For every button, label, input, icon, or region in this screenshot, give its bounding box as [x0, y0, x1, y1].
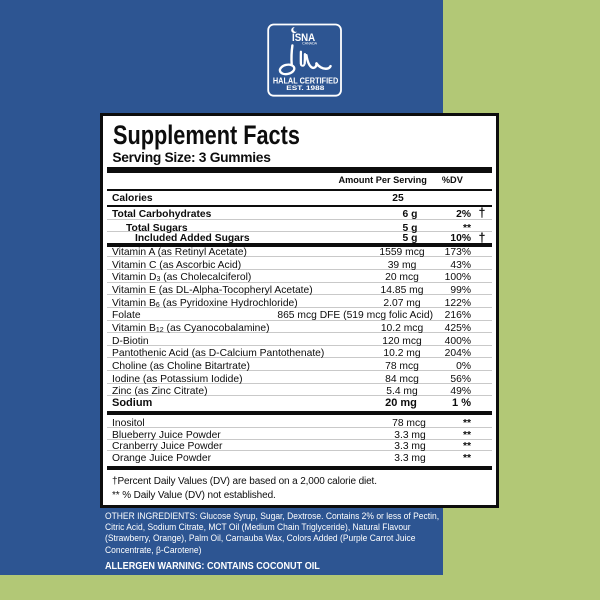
- svg-text:EST. 1988: EST. 1988: [286, 85, 325, 92]
- svg-text:CANADA: CANADA: [302, 42, 318, 46]
- svg-text:HALAL CERTIFIED: HALAL CERTIFIED: [273, 76, 339, 85]
- svg-text:ISNA: ISNA: [292, 32, 315, 44]
